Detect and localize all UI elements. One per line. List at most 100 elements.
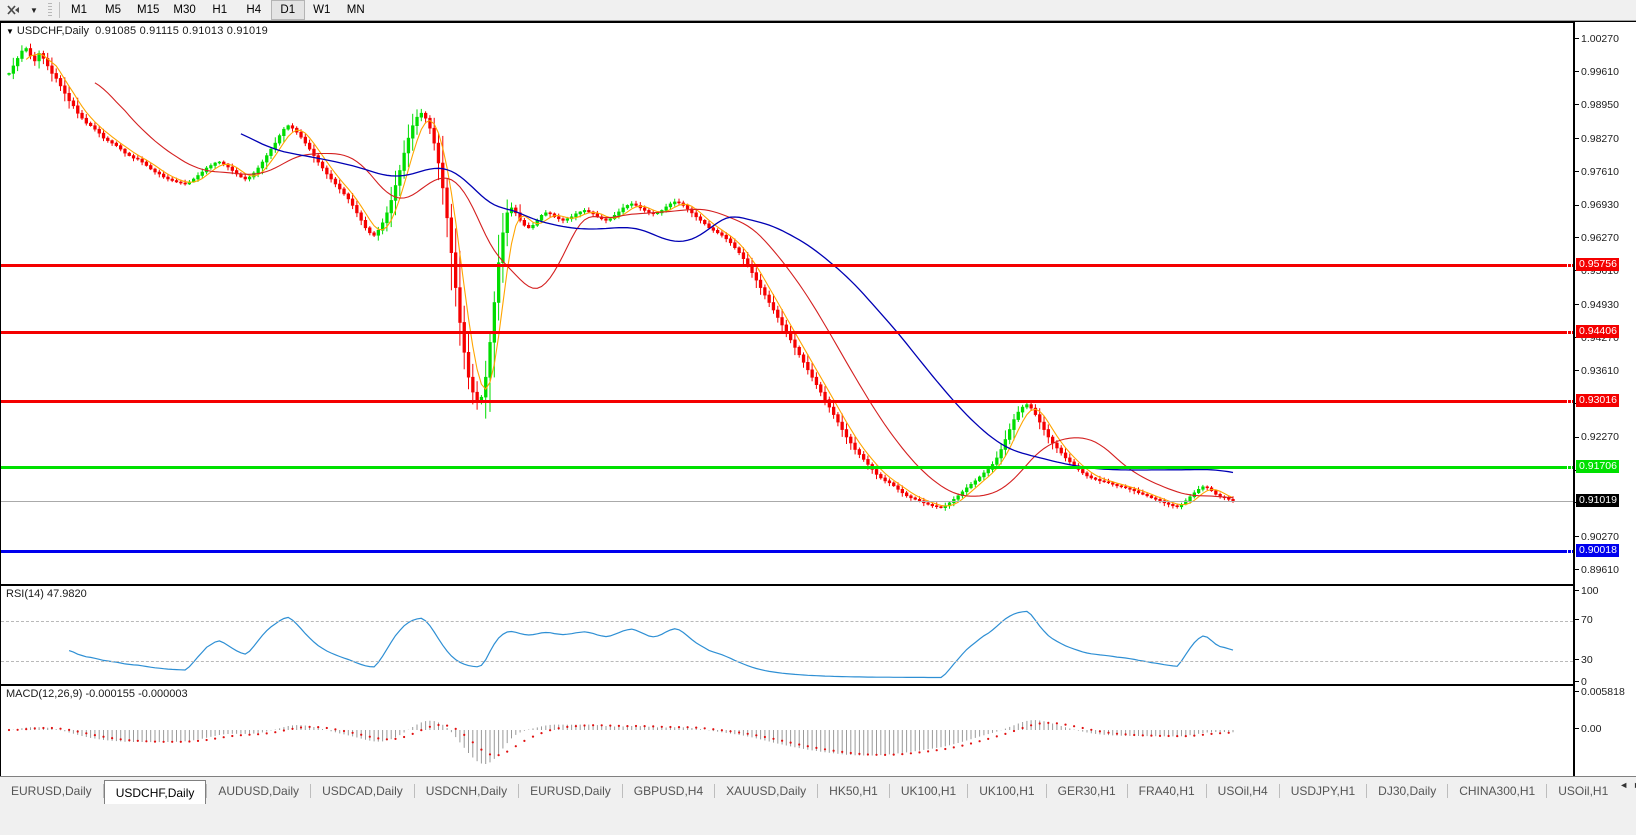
support-line[interactable] bbox=[1, 548, 1573, 554]
macd-tick: 0.00 bbox=[1575, 724, 1636, 734]
chart-tab-usdcnh-daily[interactable]: USDCNH,Daily bbox=[425, 784, 508, 798]
macd-pane[interactable]: MACD(12,26,9) -0.000155 -0.000003 bbox=[0, 685, 1574, 779]
tab-divider bbox=[1278, 784, 1280, 798]
price-tick: 0.99610 bbox=[1575, 67, 1636, 77]
timeframe-m5[interactable]: M5 bbox=[105, 4, 121, 16]
tab-divider bbox=[967, 784, 969, 798]
price-pane-header: ▼ USDCHF,Daily 0.91085 0.91115 0.91013 0.… bbox=[6, 25, 268, 37]
tab-divider bbox=[1126, 784, 1128, 798]
chart-tab-uk100-h1[interactable]: UK100,H1 bbox=[979, 784, 1035, 798]
dropdown-caret-icon[interactable]: ▼ bbox=[30, 5, 38, 15]
toolbar-grip[interactable] bbox=[45, 0, 54, 20]
macd-label: MACD(12,26,9) -0.000155 -0.000003 bbox=[6, 688, 188, 700]
rsi-guide-30 bbox=[1, 661, 1573, 662]
price-tick: 0.90270 bbox=[1575, 532, 1636, 543]
chart-tab-eurusd-daily[interactable]: EURUSD,Daily bbox=[530, 784, 611, 798]
line-drag-handle[interactable] bbox=[1567, 330, 1572, 336]
price-tick: 0.89610 bbox=[1575, 565, 1636, 575]
chart-tab-hk50-h1[interactable]: HK50,H1 bbox=[829, 784, 878, 798]
macd-plot bbox=[7, 720, 1234, 764]
chart-tab-china300-h1[interactable]: CHINA300,H1 bbox=[1459, 784, 1536, 798]
rsi-pane[interactable]: RSI(14) 47.9820 bbox=[0, 585, 1574, 685]
timeframe-group: M1 M5 M15 M30 H1 H4 D1 W1 MN bbox=[62, 0, 373, 20]
price-tick: 1.00270 bbox=[1575, 34, 1636, 44]
tab-divider bbox=[1366, 784, 1368, 798]
chart-tab-dj30-daily[interactable]: DJ30,Daily bbox=[1378, 784, 1437, 798]
chart-tab-ger30-h1[interactable]: GER30,H1 bbox=[1057, 784, 1116, 798]
toolbar-divider bbox=[59, 2, 60, 18]
current-price-line[interactable] bbox=[1, 500, 1573, 502]
line-drag-handle[interactable] bbox=[1567, 399, 1572, 405]
resistance-line-1[interactable] bbox=[1, 262, 1573, 268]
timeframe-m15[interactable]: M15 bbox=[137, 4, 160, 16]
tab-divider bbox=[1045, 784, 1047, 798]
cursor-crosshair-icon[interactable] bbox=[0, 0, 26, 20]
price-tick: 0.92270 bbox=[1575, 432, 1636, 443]
timeframe-mn[interactable]: MN bbox=[346, 4, 365, 16]
pivot-line[interactable] bbox=[1, 464, 1573, 470]
price-tick: 0.98270 bbox=[1575, 134, 1636, 144]
candlestick-plot bbox=[7, 43, 1235, 511]
resistance-line-3-badge[interactable]: 0.93016 bbox=[1576, 394, 1619, 408]
support-line-badge[interactable]: 0.90018 bbox=[1576, 543, 1619, 557]
price-tick: 0.96930 bbox=[1575, 200, 1636, 211]
chart-tab-xauusd-daily[interactable]: XAUUSD,Daily bbox=[726, 784, 807, 798]
rsi-label: RSI(14) 47.9820 bbox=[6, 588, 87, 600]
rsi-tick: 30 bbox=[1575, 655, 1636, 665]
top-toolbar: ▼ M1 M5 M15 M30 H1 H4 D1 W1 MN bbox=[0, 0, 1636, 21]
chart-tab-audusd-daily[interactable]: AUDUSD,Daily bbox=[218, 784, 300, 798]
chart-tab-usoil-h1[interactable]: USOil,H1 bbox=[1558, 784, 1609, 798]
triangle-down-icon[interactable]: ▼ bbox=[6, 26, 14, 36]
chart-tab-gbpusd-h4[interactable]: GBPUSD,H4 bbox=[633, 784, 704, 798]
timeframe-w1[interactable]: W1 bbox=[313, 4, 331, 16]
price-tick: 0.95610 bbox=[1575, 266, 1636, 277]
price-tick: 0.93610 bbox=[1575, 366, 1636, 376]
tab-divider bbox=[817, 784, 819, 798]
timeframe-h4[interactable]: H4 bbox=[246, 4, 262, 16]
price-tick: 0.96270 bbox=[1575, 233, 1636, 244]
line-drag-handle[interactable] bbox=[1567, 548, 1572, 554]
resistance-line-1-badge[interactable]: 0.95756 bbox=[1576, 257, 1619, 271]
tab-divider bbox=[310, 784, 312, 798]
price-scale-axis[interactable]: 1.00270 0.99610 0.98950 0.98270 0.97610 0.969… bbox=[1574, 22, 1636, 779]
chart-tab-fra40-h1[interactable]: FRA40,H1 bbox=[1138, 784, 1195, 798]
chart-tab-bar[interactable]: EURUSD,Daily USDCHF,Daily AUDUSD,Daily USDC… bbox=[0, 776, 1636, 835]
macd-tick: 0.005818 bbox=[1575, 687, 1636, 697]
rsi-plot bbox=[68, 610, 1234, 679]
tab-divider bbox=[413, 784, 415, 798]
chart-tab-uk100-h1[interactable]: UK100,H1 bbox=[900, 784, 957, 798]
chart-tab-eurusd-daily[interactable]: EURUSD,Daily bbox=[11, 784, 92, 798]
chart-tab-usdchf-daily[interactable]: USDCHF,Daily bbox=[103, 780, 207, 804]
tab-divider bbox=[518, 784, 520, 798]
chart-tab-usoil-h4[interactable]: USOil,H4 bbox=[1217, 784, 1268, 798]
tab-divider bbox=[1546, 784, 1548, 798]
tab-divider bbox=[1205, 784, 1207, 798]
pivot-line-badge[interactable]: 0.91706 bbox=[1576, 459, 1619, 473]
chart-tab-usdcad-daily[interactable]: USDCAD,Daily bbox=[322, 784, 403, 798]
tab-scroll-arrows[interactable]: ◄ ► bbox=[1619, 780, 1636, 790]
resistance-line-2-badge[interactable]: 0.94406 bbox=[1576, 325, 1619, 339]
scroll-left-icon[interactable]: ◄ bbox=[1619, 780, 1629, 790]
resistance-line-3[interactable] bbox=[1, 399, 1573, 405]
price-tick: 0.94930 bbox=[1575, 300, 1636, 310]
line-drag-handle[interactable] bbox=[1567, 262, 1572, 268]
price-tick: 0.97610 bbox=[1575, 166, 1636, 177]
tab-divider bbox=[1447, 784, 1449, 798]
resistance-line-2[interactable] bbox=[1, 330, 1573, 336]
ohlc-values: 0.91085 0.91115 0.91013 0.91019 bbox=[95, 25, 268, 37]
timeframe-m30[interactable]: M30 bbox=[173, 4, 196, 16]
price-chart-pane[interactable]: ▼ USDCHF,Daily 0.91085 0.91115 0.91013 0.… bbox=[0, 22, 1574, 585]
timeframe-d1[interactable]: D1 bbox=[270, 0, 305, 20]
tab-divider bbox=[102, 784, 104, 798]
timeframe-h1[interactable]: H1 bbox=[212, 4, 228, 16]
line-drag-handle[interactable] bbox=[1567, 464, 1572, 470]
chart-area[interactable]: ▼ USDCHF,Daily 0.91085 0.91115 0.91013 0.… bbox=[0, 21, 1636, 797]
tab-divider bbox=[621, 784, 623, 798]
tab-divider bbox=[714, 784, 716, 798]
rsi-guide-70 bbox=[1, 621, 1573, 622]
timeframe-m1[interactable]: M1 bbox=[71, 4, 87, 16]
scroll-right-icon[interactable]: ► bbox=[1633, 780, 1636, 790]
chart-tab-usdjpy-h1[interactable]: USDJPY,H1 bbox=[1290, 784, 1356, 798]
current-price-line-badge[interactable]: 0.91019 bbox=[1576, 493, 1619, 507]
symbol-label: USDCHF,Daily bbox=[16, 25, 90, 37]
